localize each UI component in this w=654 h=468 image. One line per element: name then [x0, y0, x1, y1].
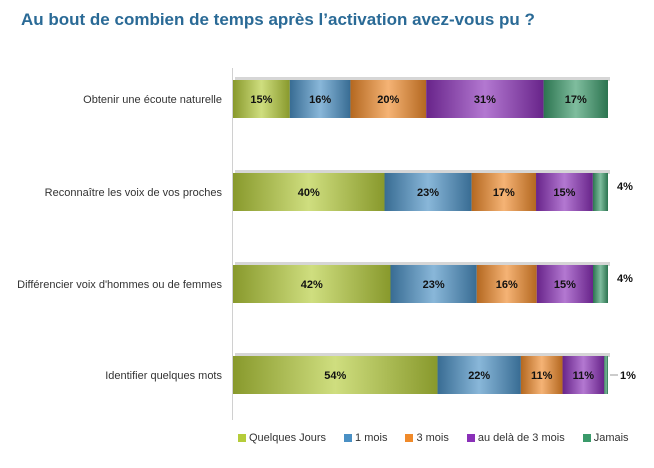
data-label: 15% — [250, 94, 272, 106]
legend-label: Quelques Jours — [249, 432, 327, 444]
legend-swatch — [466, 434, 475, 442]
legend-label: au delà de 3 mois — [477, 432, 565, 444]
data-label: 1% — [620, 370, 636, 382]
bar-segment — [233, 173, 385, 211]
legend-item: au delà de 3 mois — [466, 432, 565, 444]
legend-label: Jamais — [593, 432, 629, 444]
data-label: 4% — [617, 273, 633, 285]
data-label: 42% — [301, 279, 323, 291]
bar-segment — [384, 173, 472, 211]
data-label: 17% — [493, 187, 515, 199]
legend-item: 3 mois — [405, 432, 449, 444]
data-label: 23% — [423, 279, 445, 291]
data-label: 23% — [417, 187, 439, 199]
data-label: 15% — [554, 279, 576, 291]
category-label: Reconnaître les voix de vos proches — [45, 187, 223, 199]
data-label: 54% — [324, 370, 346, 382]
bar-segment — [426, 80, 544, 118]
data-label: 16% — [496, 279, 518, 291]
bar-segment — [604, 356, 608, 394]
bar-segment — [476, 265, 537, 303]
bar-segment — [593, 265, 608, 303]
bar-shadow — [235, 77, 610, 81]
data-label: 15% — [553, 187, 575, 199]
category-label: Obtenir une écoute naturelle — [83, 94, 222, 106]
legend-item: Quelques Jours — [238, 432, 326, 444]
data-label: 11% — [531, 370, 553, 382]
legend: Quelques Jours 1 mois 3 mois au delà de 3 m… — [238, 432, 629, 444]
legend-swatch — [582, 434, 591, 442]
legend-label: 1 mois — [355, 432, 388, 444]
bar-shadow — [235, 262, 610, 266]
bar-segment — [233, 265, 391, 303]
data-label: 11% — [573, 370, 595, 382]
bar-segment — [562, 356, 605, 394]
category-label: Différencier voix d'hommes ou de femmes — [17, 279, 222, 291]
legend-swatch — [344, 434, 353, 442]
bar-segment — [520, 356, 563, 394]
bar-segment — [543, 80, 608, 118]
data-label: 16% — [309, 94, 331, 106]
bar-segment — [350, 80, 427, 118]
legend-item: 1 mois — [344, 432, 387, 444]
data-label: 17% — [565, 94, 587, 106]
data-label: 22% — [468, 370, 490, 382]
legend-swatch — [405, 434, 414, 442]
data-label: 31% — [474, 94, 496, 106]
data-label: 40% — [298, 187, 320, 199]
bar-segment — [592, 173, 608, 211]
bar-shadow — [235, 353, 610, 357]
chart-title: Au bout de combien de temps après l’acti… — [21, 10, 535, 29]
bar-segment — [233, 356, 438, 394]
bar-segment — [289, 80, 351, 118]
bar-segment — [536, 265, 593, 303]
legend-swatch — [238, 434, 246, 442]
bar-shadow — [235, 170, 610, 174]
legend-item: Jamais — [582, 432, 629, 444]
legend-label: 3 mois — [416, 432, 449, 444]
bar-segment — [437, 356, 521, 394]
category-label: Identifier quelques mots — [105, 370, 222, 382]
data-label: 4% — [617, 181, 633, 193]
bar-segment — [536, 173, 593, 211]
bar-segment — [390, 265, 477, 303]
bar-segment — [233, 80, 290, 118]
data-label: 20% — [377, 94, 399, 106]
bar-segment — [471, 173, 537, 211]
